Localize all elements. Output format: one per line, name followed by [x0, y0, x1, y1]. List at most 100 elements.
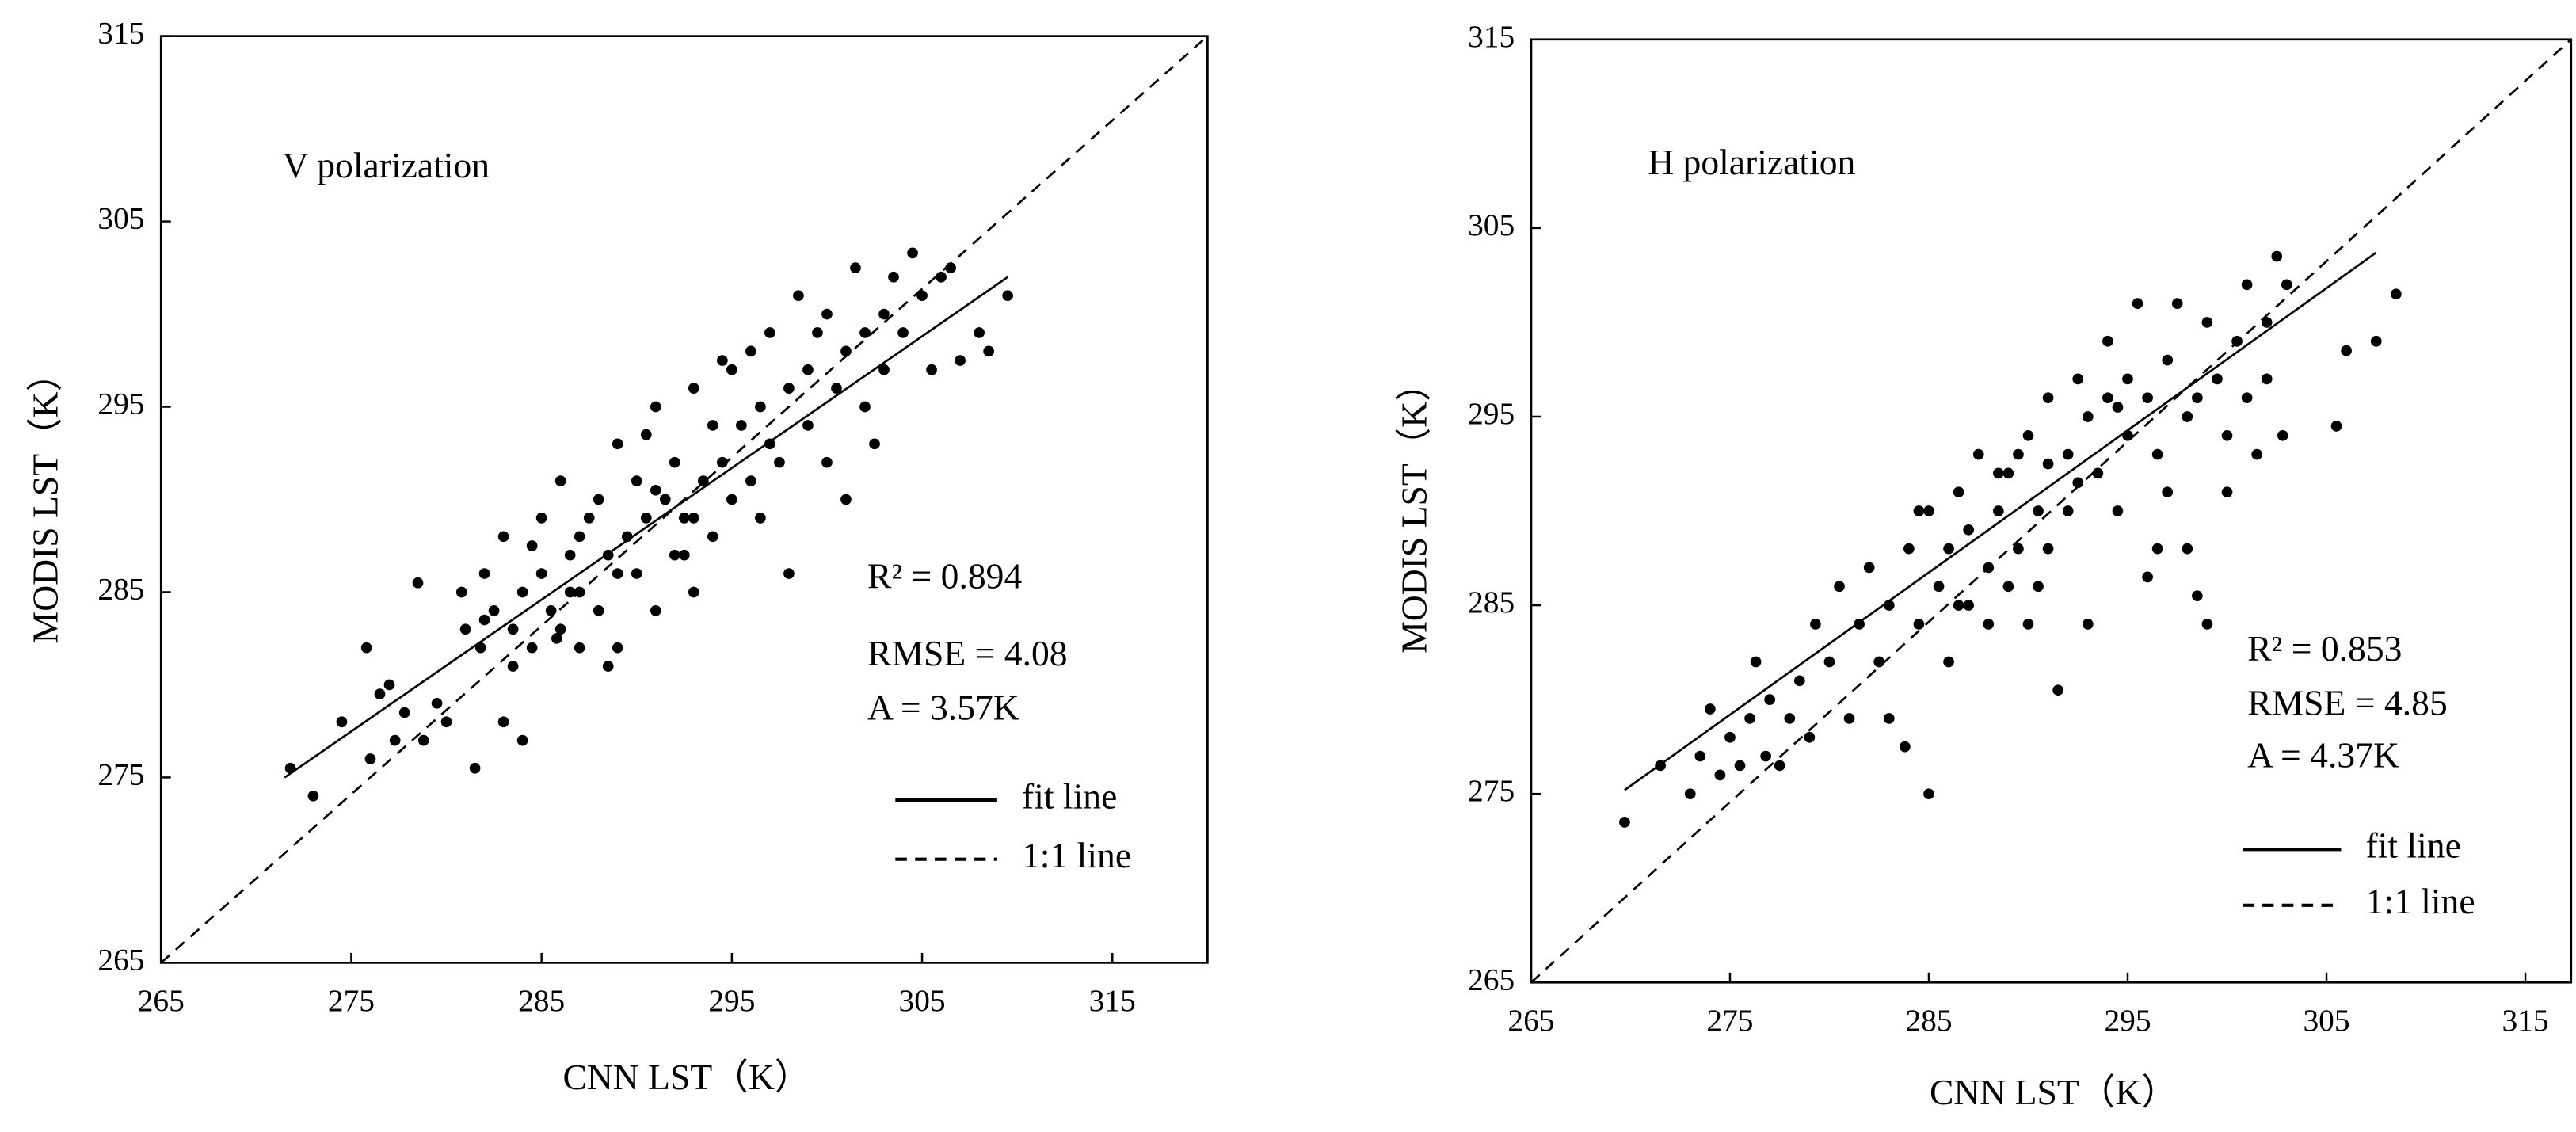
point	[726, 364, 737, 375]
annotation: V polarization	[283, 145, 490, 185]
y-tick-label: 305	[97, 201, 144, 236]
point	[1619, 817, 1630, 828]
y-tick-label: 305	[1468, 208, 1515, 242]
point	[1705, 703, 1716, 715]
point	[1834, 581, 1845, 593]
point	[2072, 373, 2084, 385]
point	[2151, 543, 2163, 555]
point	[640, 429, 652, 440]
point	[1823, 656, 1835, 668]
point	[2241, 392, 2253, 404]
point	[736, 420, 747, 431]
point	[360, 642, 372, 654]
point	[2261, 373, 2273, 385]
x-axis-label: CNN LST（K）	[1930, 1072, 2178, 1112]
point	[745, 475, 756, 486]
point	[755, 401, 766, 413]
point	[488, 605, 500, 616]
point	[374, 688, 386, 699]
point	[2142, 392, 2153, 404]
point	[497, 716, 509, 728]
point	[2142, 571, 2153, 583]
point	[1943, 543, 1954, 555]
point	[1903, 543, 1915, 555]
point	[1784, 713, 1796, 724]
panel: 265 275 285 295 305 315 265 275 285 295 305 315 CNN …	[1393, 19, 2573, 1112]
point	[1804, 731, 1816, 743]
point	[631, 475, 642, 486]
point	[1863, 562, 1875, 574]
point	[478, 614, 490, 626]
reference-line	[1530, 38, 2572, 984]
point	[955, 355, 966, 366]
point	[1943, 656, 1954, 668]
annotation: H polarization	[1648, 142, 1855, 182]
point	[1900, 741, 1911, 753]
stat-label: RMSE = 4.85	[2247, 682, 2448, 722]
point	[2370, 335, 2382, 347]
point	[2062, 505, 2074, 516]
y-tick-label: 285	[1468, 585, 1515, 619]
point	[640, 513, 652, 524]
x-tick-label: 285	[518, 983, 565, 1018]
y-tick-label: 315	[1468, 19, 1515, 54]
point	[2251, 448, 2263, 460]
point	[878, 308, 890, 320]
point	[916, 290, 928, 302]
stat-label: R² = 0.853	[2247, 628, 2402, 669]
point	[840, 494, 852, 505]
point	[2102, 392, 2113, 404]
y-tick-label: 265	[1468, 962, 1515, 997]
point	[717, 456, 728, 468]
point	[717, 355, 728, 366]
point	[2033, 581, 2044, 593]
stat-label: A = 3.57K	[867, 688, 1019, 728]
panel: 265 275 285 295 305 315 265 275 285 295 305 315 CNN …	[25, 16, 1209, 1097]
x-tick-label: 315	[2502, 1003, 2548, 1038]
point	[526, 540, 538, 551]
point	[535, 513, 547, 524]
point	[2132, 298, 2143, 309]
point	[612, 568, 623, 579]
point	[2033, 505, 2044, 516]
point	[2082, 411, 2094, 422]
point	[1923, 788, 1934, 800]
point	[631, 568, 642, 579]
point	[840, 345, 852, 357]
point	[535, 568, 547, 579]
point	[593, 605, 604, 616]
point	[564, 549, 576, 561]
y-tick-label: 295	[97, 387, 144, 421]
point	[650, 605, 661, 616]
point	[650, 484, 661, 496]
point	[783, 383, 795, 394]
plot-frame	[159, 35, 1209, 964]
point	[2171, 298, 2183, 309]
point	[1992, 467, 2004, 479]
point	[2002, 467, 2014, 479]
point	[678, 513, 690, 524]
point	[802, 364, 814, 375]
point	[1744, 713, 1755, 724]
point	[389, 734, 401, 746]
point	[1983, 619, 1995, 630]
point	[602, 661, 614, 672]
fit-line	[1624, 251, 2377, 791]
legend-label: fit line	[2366, 825, 2461, 866]
point	[1913, 619, 1925, 630]
point	[583, 513, 595, 524]
point	[2062, 448, 2074, 460]
point	[688, 383, 699, 394]
point	[1953, 600, 1964, 611]
point	[936, 271, 947, 283]
point	[469, 762, 481, 774]
point	[821, 308, 833, 320]
point	[1972, 448, 1984, 460]
point	[907, 247, 918, 259]
point	[1913, 505, 1925, 516]
point	[783, 568, 795, 579]
point	[412, 577, 424, 589]
point	[926, 364, 937, 375]
point	[1963, 524, 1975, 536]
point	[2241, 279, 2253, 291]
